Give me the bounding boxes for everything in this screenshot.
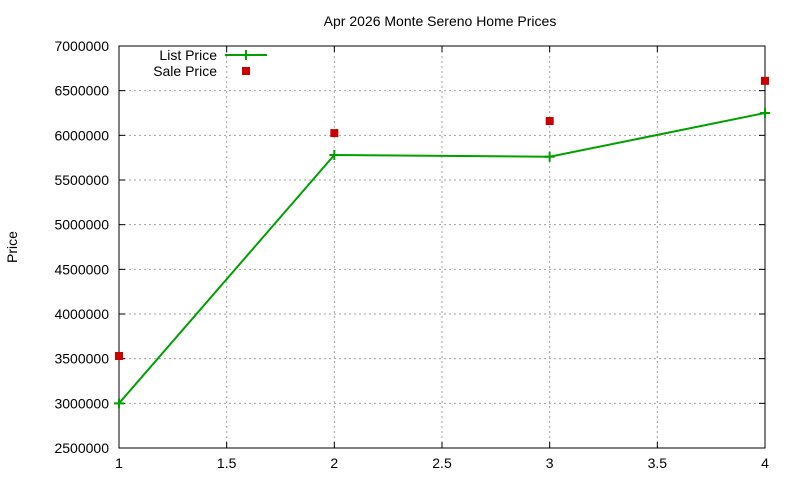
chart-title: Apr 2026 Monte Sereno Home Prices xyxy=(324,13,557,29)
list-price-point xyxy=(544,151,555,162)
x-tick-label: 2 xyxy=(330,455,338,471)
sale-price-point xyxy=(761,76,769,85)
plot-border xyxy=(118,45,766,449)
y-tick-label: 6500000 xyxy=(54,83,109,99)
y-tick-label: 3500000 xyxy=(54,351,109,367)
y-tick-label: 2500000 xyxy=(54,440,109,456)
y-tick-label: 7000000 xyxy=(54,38,109,54)
list-price-point xyxy=(760,108,770,118)
x-tick-label: 4 xyxy=(761,455,769,471)
list-price-point xyxy=(329,149,340,160)
y-tick-label: 3000000 xyxy=(54,395,109,411)
list-price-point xyxy=(114,398,124,409)
x-tick-label: 1 xyxy=(115,455,123,471)
x-tick-label: 3.5 xyxy=(648,455,668,471)
legend-label-list-price: List Price xyxy=(159,47,217,63)
legend-marker-list-price xyxy=(241,50,251,60)
legend-label-sale-price: Sale Price xyxy=(153,63,217,79)
y-tick-label: 6000000 xyxy=(54,127,109,143)
ticks: 1 1.5 2 2.5 3 3.5 4 2500000 3000000 3500000 400000… xyxy=(54,38,769,471)
sale-price-point xyxy=(115,351,123,360)
y-tick-label: 5500000 xyxy=(54,172,109,188)
y-tick-label: 4000000 xyxy=(54,306,109,322)
x-tick-label: 1.5 xyxy=(217,455,237,471)
x-tick-label: 2.5 xyxy=(432,455,452,471)
series-layer xyxy=(114,76,770,409)
sale-price-point xyxy=(545,117,554,126)
sale-price-point xyxy=(330,129,339,138)
y-tick-label: 4500000 xyxy=(54,261,109,277)
x-tick-label: 3 xyxy=(546,455,554,471)
y-axis-label: Price xyxy=(4,231,20,263)
legend-marker-sale-price xyxy=(242,67,250,75)
legend: List Price Sale Price xyxy=(153,47,267,79)
list-price-line xyxy=(118,112,766,404)
grid xyxy=(119,46,765,448)
y-tick-label: 5000000 xyxy=(54,217,109,233)
